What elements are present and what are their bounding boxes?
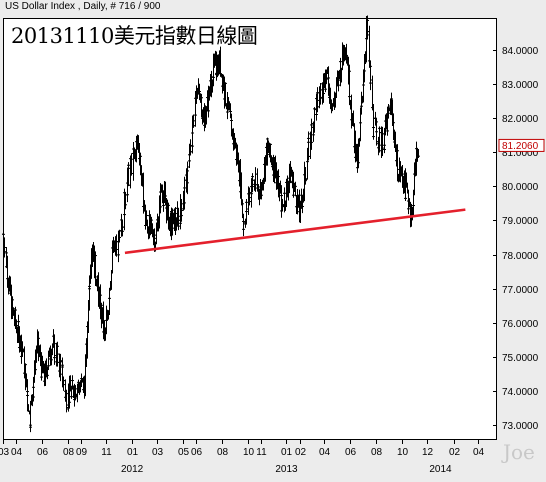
support-trendline (124, 208, 466, 255)
x-tick-label: 09 (76, 447, 88, 458)
y-tick-label: 76.0000 (502, 319, 539, 330)
price-bars-layer (2, 15, 420, 433)
x-tick-label: 08 (371, 447, 383, 458)
x-tick-label: 01 (127, 447, 139, 458)
y-tick-label: 78.0000 (502, 251, 539, 262)
x-tick-label: 04 (319, 447, 331, 458)
x-tick-label: 11 (101, 447, 112, 458)
last-price-box (498, 138, 545, 152)
trendline-layer (124, 208, 466, 255)
x-tick-label: 05 (178, 447, 190, 458)
x-tick-label: 12 (422, 447, 434, 458)
x-tick-label: 04 (11, 447, 23, 458)
y-tick-label: 75.0000 (502, 353, 539, 364)
price-bar (417, 148, 420, 158)
x-tick-label: 03 (0, 447, 9, 458)
x-tick-label: 10 (397, 447, 409, 458)
y-tick-label: 77.0000 (502, 285, 539, 296)
y-tick-label: 79.0000 (502, 216, 539, 227)
y-tick-label: 80.0000 (502, 182, 539, 193)
x-tick-label: 01 (281, 447, 293, 458)
y-tick-label: 73.0000 (502, 421, 539, 432)
x-tick-label: 04 (473, 447, 485, 458)
y-tick-label: 74.0000 (502, 387, 539, 398)
x-tick-label: 08 (63, 447, 75, 458)
last-price-label: 81.2060 (502, 141, 539, 152)
x-year-label: 2014 (429, 464, 452, 475)
x-tick-label: 10 (243, 447, 255, 458)
y-axis: 73.0000 74.0000 75.0000 76.0000 77.0000 78.00… (493, 46, 545, 432)
x-tick-label: 11 (256, 447, 267, 458)
plot-frame (3, 18, 497, 440)
y-tick-label: 83.0000 (502, 80, 539, 91)
x-year-label: 2012 (121, 464, 144, 475)
x-tick-label: 06 (37, 447, 49, 458)
y-tick-label: 81.0000 (502, 148, 539, 159)
y-tick-label: 82.0000 (502, 114, 539, 125)
watermark: Joe (503, 440, 535, 464)
chart-header: US Dollar Index , Daily, # 716 / 900 (5, 1, 161, 12)
plot-area (3, 18, 497, 440)
x-tick-label: 06 (345, 447, 357, 458)
chart-title: 20131110美元指數日線圖 (11, 24, 258, 48)
y-tick-label: 84.0000 (502, 46, 539, 57)
x-year-label: 2013 (275, 464, 298, 475)
x-tick-label: 02 (449, 447, 461, 458)
x-axis: 03 04 06 08 09 11 01 03 05 06 08 10 11 01 02 04 06 08 10 12… (0, 440, 484, 475)
plot-border (3, 18, 497, 440)
x-tick-label: 03 (152, 447, 164, 458)
x-tick-label: 02 (295, 447, 307, 458)
x-tick-label: 08 (217, 447, 229, 458)
x-tick-label: 06 (191, 447, 203, 458)
